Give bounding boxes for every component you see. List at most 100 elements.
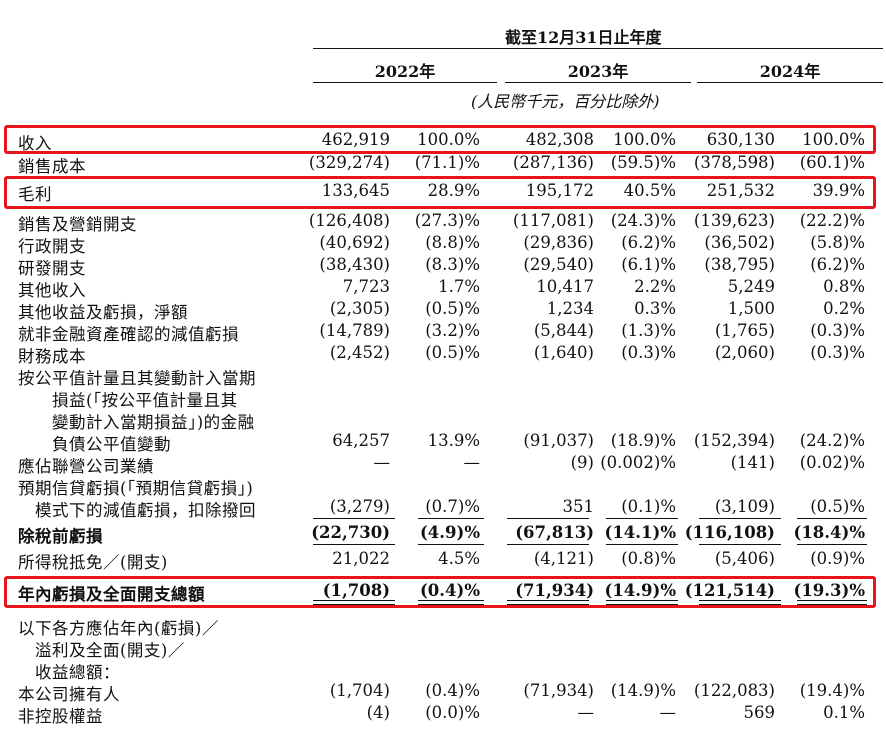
amount-cell: (116,108) [684, 523, 775, 542]
row-label: 收入 [18, 134, 52, 153]
percent-cell: (0.9)% [810, 549, 865, 568]
underline-before-pretax [418, 518, 484, 519]
percent-cell: 2.2% [634, 277, 676, 296]
table-row: 非控股權益 (4) (0.0)% — — 569 0.1% [0, 702, 886, 726]
percent-cell: (22.2)% [799, 211, 865, 230]
percent-cell: (3.2)% [425, 321, 480, 340]
amount-cell: (71,934) [523, 681, 594, 700]
percent-cell: 40.5% [623, 181, 676, 200]
amount-cell: (378,598) [693, 153, 775, 172]
table-row: 毛利 133,645 28.9% 195,172 40.5% 251,532 39.9% [0, 180, 886, 204]
percent-cell: (19.4)% [799, 681, 865, 700]
percent-cell: (71.1)% [414, 153, 480, 172]
amount-cell: 351 [562, 497, 595, 516]
percent-cell: 100.0% [417, 130, 480, 149]
amount-cell: (122,083) [693, 681, 775, 700]
table-row: 預期信貸虧損(「預期信貸虧損」) [0, 474, 886, 498]
amount-cell: 251,532 [706, 181, 775, 200]
percent-cell: (4.9)% [420, 523, 480, 542]
percent-cell: 13.9% [427, 431, 480, 450]
year-header-2024: 2024年 [759, 62, 821, 81]
amount-cell: (36,502) [704, 233, 775, 252]
amount-cell: (2,452) [329, 343, 390, 362]
amount-cell: (9) [570, 453, 594, 472]
year-rule-2023 [505, 82, 691, 83]
underline-before-pretax [313, 518, 395, 519]
percent-cell: (0.3)% [810, 343, 865, 362]
percent-cell: 100.0% [802, 130, 865, 149]
amount-cell: (1,765) [714, 321, 775, 340]
percent-cell: (60.1)% [799, 153, 865, 172]
amount-cell: (126,408) [308, 211, 390, 230]
row-label: 其他收益及虧損，淨額 [18, 303, 188, 322]
amount-cell: 482,308 [525, 130, 594, 149]
double-underline-total [507, 600, 589, 605]
row-label: 行政開支 [18, 237, 86, 256]
percent-cell: — [659, 703, 677, 722]
highlight-total-loss-row [4, 576, 876, 608]
amount-cell: 5,249 [727, 277, 775, 296]
period-header: 截至12月31日止年度 [505, 28, 662, 47]
percent-cell: (0.02)% [799, 453, 865, 472]
amount-cell: (91,037) [523, 431, 594, 450]
percent-cell: (0.002)% [600, 453, 676, 472]
table-row: 財務成本 (2,452) (0.5)% (1,640) (0.3)% (2,060) (0.… [0, 342, 886, 366]
underline-before-pretax [797, 518, 867, 519]
amount-cell: (40,692) [319, 233, 390, 252]
double-underline-total [418, 600, 484, 605]
row-label: 應佔聯營公司業績 [18, 457, 154, 476]
amount-cell: (141) [730, 453, 775, 472]
table-row: 損益(「按公平值計量且其 [0, 386, 886, 410]
table-row: 就非金融資產確認的減值虧損 (14,789) (3.2)% (5,844) (1.3)%… [0, 320, 886, 344]
percent-cell: (0.7)% [425, 497, 480, 516]
amount-cell: 195,172 [525, 181, 594, 200]
table-row: 溢利及全面(開支)／ [0, 636, 886, 660]
year-rule-2022 [313, 82, 497, 83]
percent-cell: 100.0% [613, 130, 676, 149]
amount-cell: 7,723 [342, 277, 390, 296]
amount-cell: (5,406) [714, 549, 775, 568]
percent-cell: (6.1)% [621, 255, 676, 274]
table-row: 其他收入 7,723 1.7% 10,417 2.2% 5,249 0.8% [0, 276, 886, 300]
percent-cell: (14.9)% [604, 581, 676, 600]
double-underline-total [797, 600, 867, 605]
percent-cell: 28.9% [427, 181, 480, 200]
amount-cell: 630,130 [706, 130, 775, 149]
amount-cell: (29,540) [523, 255, 594, 274]
percent-cell: (0.1)% [621, 497, 676, 516]
amount-cell: (287,136) [512, 153, 594, 172]
amount-cell: (1,704) [329, 681, 390, 700]
percent-cell: (0.5)% [810, 497, 865, 516]
row-label: 研發開支 [18, 259, 86, 278]
double-underline-total [699, 600, 781, 605]
amount-cell: 462,919 [321, 130, 390, 149]
amount-cell: 1,500 [727, 299, 775, 318]
double-underline-total [313, 600, 395, 605]
percent-cell: (0.4)% [425, 681, 480, 700]
year-rule-2024 [697, 82, 883, 83]
row-label: 非控股權益 [18, 707, 103, 726]
amount-cell: (2,305) [329, 299, 390, 318]
row-label: 負債公平值變動 [52, 435, 171, 454]
year-header-2022: 2022年 [374, 62, 436, 81]
amount-cell: (38,430) [319, 255, 390, 274]
underline-after-pretax [507, 544, 589, 545]
percent-cell: (19.3)% [793, 581, 865, 600]
percent-cell: (18.9)% [610, 431, 676, 450]
table-row: 本公司擁有人 (1,704) (0.4)% (71,934) (14.9)% (122,0… [0, 680, 886, 704]
table-row: 研發開支 (38,430) (8.3)% (29,540) (6.1)% (38,795)… [0, 254, 886, 278]
row-label: 按公平值計量且其變動計入當期 [18, 369, 256, 388]
amount-cell: (3,109) [714, 497, 775, 516]
percent-cell: (0.3)% [810, 321, 865, 340]
period-header-rule [313, 48, 883, 49]
highlight-gross-profit-row [4, 176, 876, 209]
row-label: 其他收入 [18, 281, 86, 300]
highlight-revenue-row [4, 125, 876, 154]
amount-cell: 21,022 [332, 549, 390, 568]
percent-cell: (0.0)% [425, 703, 480, 722]
percent-cell: (14.9)% [610, 681, 676, 700]
row-label: 毛利 [18, 185, 52, 204]
amount-cell: (67,813) [515, 523, 594, 542]
table-row: 除稅前虧損 (22,730) (4.9)% (67,813) (14.1)% (116,1… [0, 522, 886, 546]
table-row: 變動計入當期損益」)的金融 [0, 408, 886, 432]
